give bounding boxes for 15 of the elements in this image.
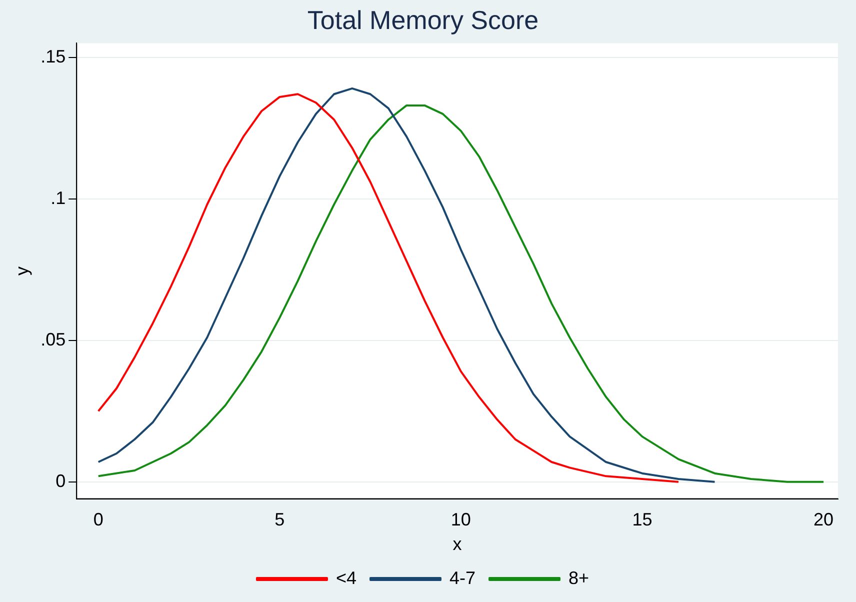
chart-title: Total Memory Score	[307, 4, 539, 35]
legend-label: 4-7	[449, 568, 476, 588]
y-tick-label: .15	[40, 46, 66, 66]
y-tick-label: .1	[50, 188, 66, 208]
x-axis-title: x	[452, 534, 462, 554]
y-tick-label: 0	[56, 470, 66, 491]
x-tick-label: 5	[274, 510, 285, 530]
x-tick-label: 15	[632, 510, 652, 530]
y-axis-title: y	[12, 266, 32, 276]
x-tick-label: 10	[450, 510, 471, 530]
legend-label: 8+	[568, 568, 590, 588]
x-tick-label: 20	[813, 510, 834, 530]
legend-label: <4	[336, 568, 356, 588]
y-tick-label: .05	[40, 329, 66, 350]
x-tick-label: 0	[93, 510, 104, 530]
